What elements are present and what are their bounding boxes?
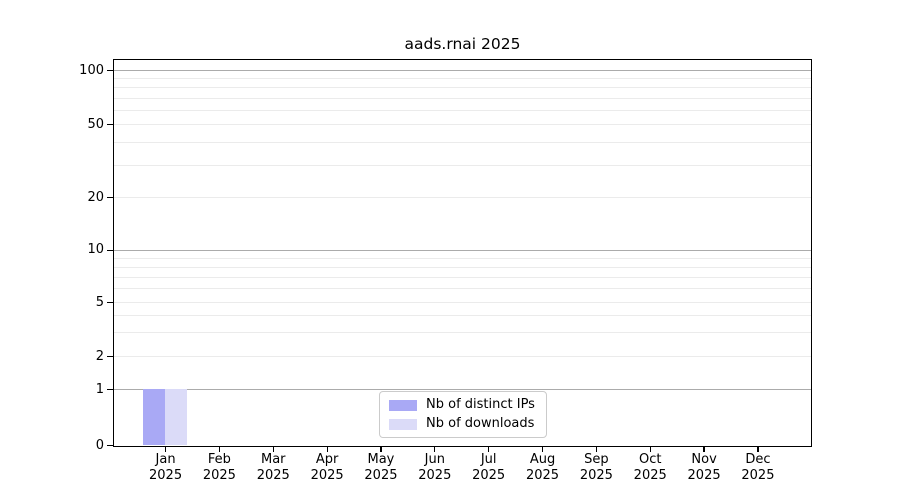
x-tick-mark-jul bbox=[488, 447, 490, 452]
x-tick-mark-feb bbox=[218, 447, 220, 452]
gridline-y-1 bbox=[114, 388, 811, 390]
x-tick-label-mar: Mar 2025 bbox=[256, 452, 290, 483]
gridline-y-3 bbox=[114, 332, 811, 334]
x-tick-mark-nov bbox=[703, 447, 705, 452]
gridline-y-10 bbox=[114, 249, 811, 251]
x-tick-mark-may bbox=[380, 447, 382, 452]
x-tick-label-jan: Jan 2025 bbox=[149, 452, 183, 483]
gridline-y-90 bbox=[114, 78, 811, 80]
gridline-y-9 bbox=[114, 258, 811, 260]
y-tick-label-20: 20 bbox=[87, 189, 104, 205]
y-tick-label-1: 1 bbox=[95, 381, 104, 397]
chart-title: aads.rnai 2025 bbox=[404, 35, 521, 53]
x-tick-label-may: May 2025 bbox=[364, 452, 398, 483]
x-tick-label-jul: Jul 2025 bbox=[472, 452, 506, 483]
gridline-y-7 bbox=[114, 277, 811, 279]
legend-swatch-downloads bbox=[389, 418, 417, 430]
x-tick-mark-dec bbox=[757, 447, 759, 452]
x-tick-label-nov: Nov 2025 bbox=[687, 452, 721, 483]
y-tick-mark-5 bbox=[107, 302, 114, 304]
legend: Nb of distinct IPs Nb of downloads bbox=[379, 391, 547, 438]
x-tick-mark-jan bbox=[164, 447, 167, 452]
y-tick-label-2: 2 bbox=[95, 348, 104, 364]
bar-downloads-jan bbox=[165, 389, 188, 446]
y-tick-label-0: 0 bbox=[95, 437, 104, 453]
legend-label-distinct-ips: Nb of distinct IPs bbox=[426, 397, 535, 412]
y-tick-mark-100 bbox=[107, 70, 114, 72]
x-tick-mark-jun bbox=[434, 447, 436, 452]
y-tick-mark-0 bbox=[107, 445, 114, 447]
x-tick-label-oct: Oct 2025 bbox=[633, 452, 667, 483]
x-tick-label-jun: Jun 2025 bbox=[418, 452, 452, 483]
x-tick-label-aug: Aug 2025 bbox=[525, 452, 560, 483]
y-tick-label-5: 5 bbox=[95, 294, 104, 310]
gridline-y-2 bbox=[114, 356, 811, 358]
gridline-y-80 bbox=[114, 87, 811, 89]
x-tick-mark-sep bbox=[595, 447, 597, 452]
gridline-y-6 bbox=[114, 288, 811, 290]
legend-item-distinct-ips: Nb of distinct IPs bbox=[389, 397, 537, 413]
y-tick-label-50: 50 bbox=[87, 116, 104, 132]
gridline-y-30 bbox=[114, 165, 811, 167]
x-tick-mark-apr bbox=[326, 447, 328, 452]
plot-area bbox=[113, 59, 812, 447]
x-tick-label-apr: Apr 2025 bbox=[310, 452, 344, 483]
gridline-y-40 bbox=[114, 142, 811, 144]
y-tick-mark-50 bbox=[107, 124, 114, 126]
x-tick-label-dec: Dec 2025 bbox=[741, 452, 775, 483]
y-tick-label-10: 10 bbox=[87, 242, 104, 258]
gridline-y-60 bbox=[114, 110, 811, 112]
bar-distinct-ips-jan bbox=[143, 389, 166, 446]
y-tick-label-100: 100 bbox=[79, 62, 104, 78]
x-tick-mark-mar bbox=[272, 447, 274, 452]
y-tick-mark-10 bbox=[107, 249, 114, 252]
x-tick-mark-aug bbox=[541, 447, 544, 452]
x-tick-label-feb: Feb 2025 bbox=[202, 452, 236, 483]
x-tick-label-sep: Sep 2025 bbox=[579, 452, 613, 483]
legend-swatch-distinct-ips bbox=[389, 399, 417, 411]
gridline-y-8 bbox=[114, 267, 811, 269]
y-tick-mark-1 bbox=[107, 389, 114, 391]
gridline-y-100 bbox=[114, 69, 811, 71]
legend-item-downloads: Nb of downloads bbox=[389, 416, 537, 432]
gridline-y-4 bbox=[114, 315, 811, 317]
gridline-y-20 bbox=[114, 196, 811, 198]
plot-inner bbox=[114, 60, 811, 446]
gridline-y-5 bbox=[114, 302, 811, 304]
x-tick-mark-oct bbox=[649, 447, 651, 452]
y-tick-mark-20 bbox=[107, 196, 114, 199]
gridline-y-70 bbox=[114, 98, 811, 100]
legend-label-downloads: Nb of downloads bbox=[426, 416, 535, 431]
y-tick-mark-2 bbox=[107, 356, 114, 358]
gridline-y-50 bbox=[114, 123, 811, 125]
